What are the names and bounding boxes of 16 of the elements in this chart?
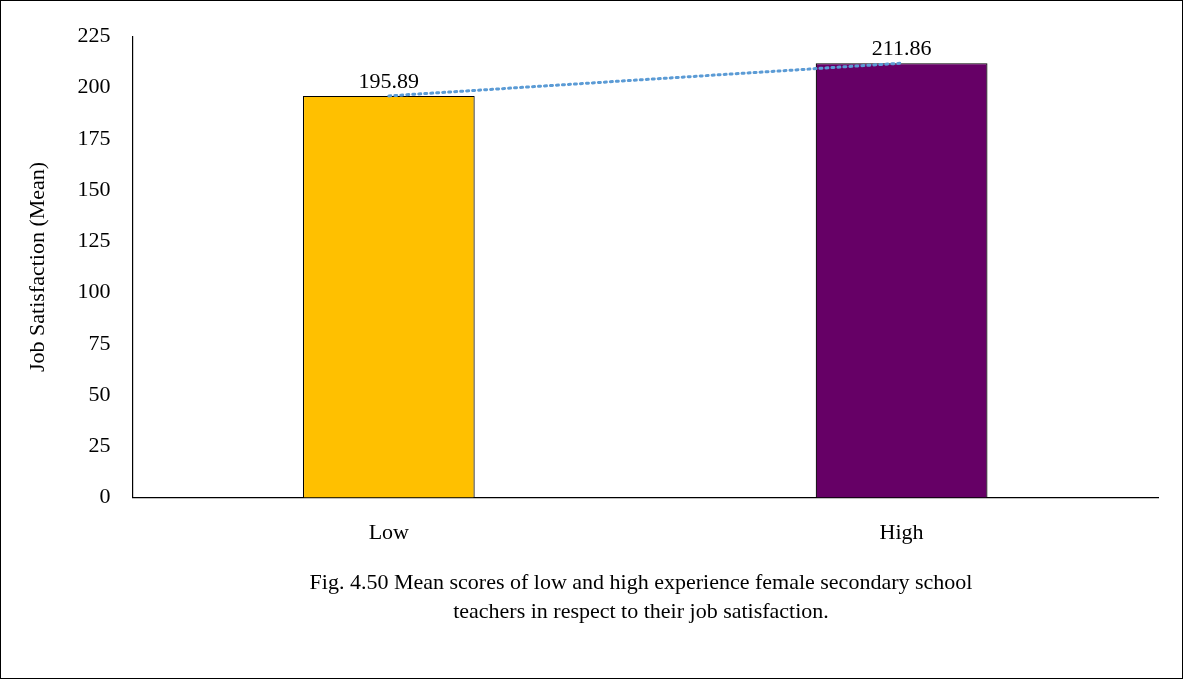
y-tick-label: 175 (77, 124, 111, 150)
y-tick-label: 225 (77, 21, 111, 47)
data-label: 211.86 (871, 34, 932, 60)
y-tick-label: 125 (77, 227, 111, 253)
x-tick-label: High (879, 518, 924, 544)
y-tick-label: 0 (99, 483, 111, 509)
y-tick-label: 200 (77, 73, 111, 99)
x-tick-label: Low (368, 518, 410, 544)
y-tick-label: 150 (77, 175, 111, 201)
y-axis-title: Job Satisfaction (Mean) (23, 161, 49, 372)
data-label: 195.89 (358, 67, 420, 93)
y-tick-label: 50 (88, 380, 111, 406)
y-tick-label: 25 (88, 432, 111, 458)
y-tick-label: 100 (77, 278, 111, 304)
y-tick-label: 75 (88, 329, 111, 355)
caption: Fig. 4.50 Mean scores of low and high experience female secondary school teachers in respect to their job satisfaction. (308, 568, 974, 625)
